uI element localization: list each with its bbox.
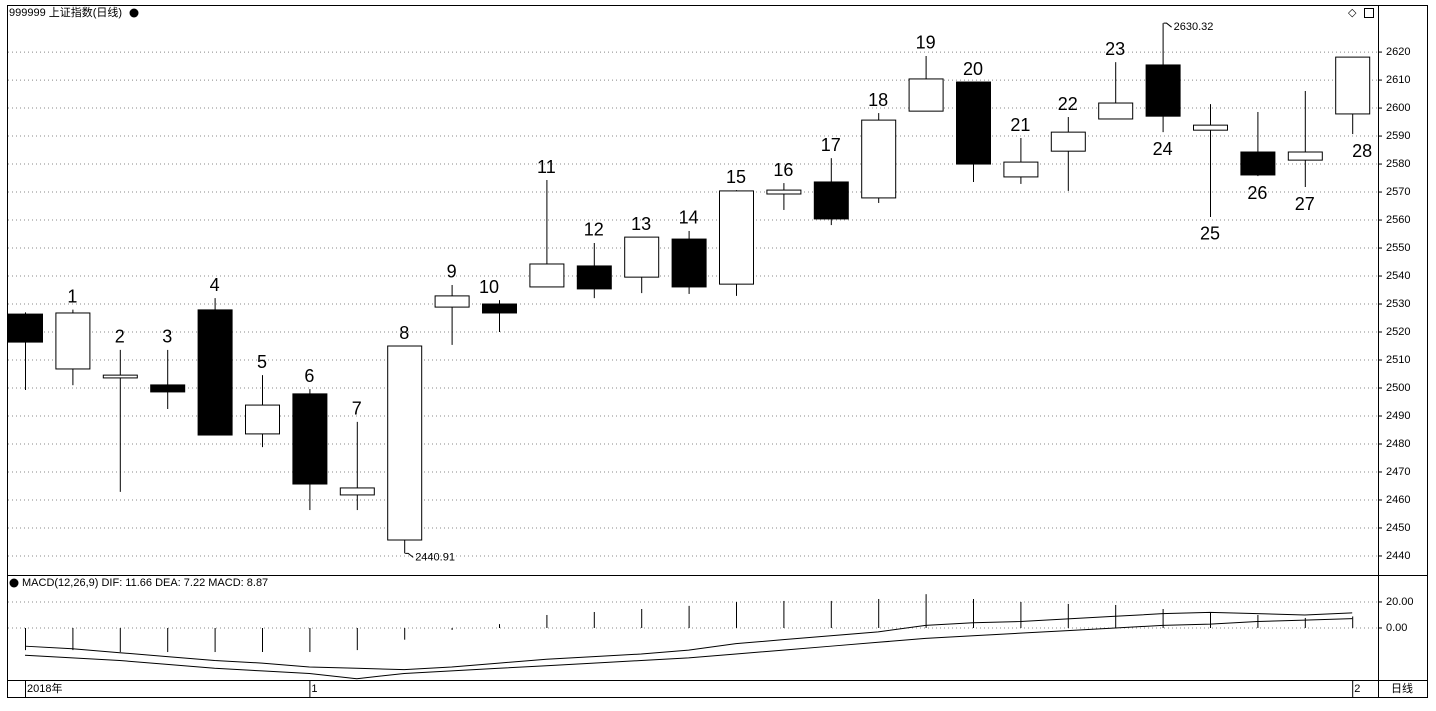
candle-body [1050, 131, 1086, 152]
y-tick-label: 2510 [1386, 354, 1410, 366]
candle-label: 13 [631, 214, 651, 234]
y-tick-label: 2580 [1386, 158, 1410, 170]
y-tick-label: 2520 [1386, 326, 1410, 338]
candle-label: 25 [1200, 224, 1220, 244]
y-tick-label: 2570 [1386, 186, 1410, 198]
y-tick-label: 20.00 [1386, 596, 1414, 608]
candle-body [55, 312, 91, 370]
y-tick-label: 2440 [1386, 550, 1410, 562]
y-tick-label: 2540 [1386, 270, 1410, 282]
candle-label: 26 [1247, 183, 1267, 203]
y-tick-label: 2610 [1386, 74, 1410, 86]
candle-label: 9 [447, 262, 457, 282]
panel-toggle[interactable] [1364, 8, 1374, 18]
macd-dea-line [24, 618, 1353, 680]
frame [7, 5, 1428, 698]
y-tick-label: 2450 [1386, 522, 1410, 534]
candle-label: 8 [399, 323, 409, 343]
candle-body [1193, 124, 1228, 131]
macd-title: MACD(12,26,9) DIF: 11.66 DEA: 7.22 MACD:… [22, 577, 268, 589]
candle-label: 14 [679, 208, 699, 228]
annotation: 2630.32 [1174, 21, 1214, 33]
period-label: 日线 [1391, 681, 1413, 695]
candle-body [529, 263, 565, 288]
chart-title: 999999 上证指数(日线) [9, 5, 122, 19]
y-tick-label: 2490 [1386, 410, 1410, 422]
candle-body [1145, 64, 1181, 117]
annotation: 2440.91 [415, 551, 455, 563]
candle-label: 5 [257, 352, 267, 372]
annotation-arrow [405, 552, 414, 558]
y-tick-label: 2560 [1386, 214, 1410, 226]
candle-body [719, 190, 754, 285]
y-tick-label: 2500 [1386, 382, 1410, 394]
y-tick-label: 2530 [1386, 298, 1410, 310]
x-tick-label: 1 [311, 683, 317, 695]
candle-label: 20 [963, 59, 983, 79]
candle-body [813, 181, 849, 220]
x-tick-label: 2018年 [27, 681, 62, 695]
y-tick-label: 2590 [1386, 130, 1410, 142]
candle-label: 24 [1153, 139, 1173, 159]
candle-label: 27 [1295, 194, 1315, 214]
candle-label: 16 [773, 160, 793, 180]
candle-body [8, 313, 43, 343]
candle-label: 18 [868, 90, 888, 110]
candle-body [387, 345, 423, 541]
candle-label: 4 [210, 275, 220, 295]
annotation-arrow [1163, 22, 1172, 28]
candle-label: 22 [1058, 94, 1078, 114]
x-tick-label: 2 [1354, 683, 1360, 695]
candle-body [1098, 102, 1134, 120]
candle-body [624, 236, 660, 278]
title-icon [129, 8, 139, 18]
y-tick-label: 0.00 [1386, 622, 1407, 634]
y-tick-label: 2470 [1386, 466, 1410, 478]
y-tick-label: 2600 [1386, 102, 1410, 114]
candle-label: 10 [479, 277, 499, 297]
candle-label: 1 [67, 286, 77, 306]
candle-body [197, 309, 233, 436]
candle-body [766, 189, 802, 195]
candle-label: 21 [1010, 115, 1030, 135]
candle-label: 23 [1105, 39, 1125, 59]
candle-body [1287, 151, 1323, 161]
candle-body [956, 81, 991, 165]
y-tick-label: 2480 [1386, 438, 1410, 450]
candle-label: 11 [537, 157, 556, 177]
macd-dif-line [24, 611, 1353, 671]
candle-body [1003, 161, 1039, 178]
candle-body [482, 303, 517, 314]
y-tick-label: 2620 [1386, 46, 1410, 58]
candle-label: 6 [304, 366, 314, 386]
candle-body [1335, 56, 1371, 115]
candle-label: 2 [115, 327, 125, 347]
candle-body [292, 393, 328, 485]
candle-body [671, 238, 707, 288]
candle-body [339, 487, 375, 496]
macd-icon [9, 578, 19, 588]
candle-label: 15 [726, 167, 746, 187]
diamond-icon[interactable]: ◇ [1348, 7, 1357, 19]
candle-body [576, 265, 612, 290]
candle-body [861, 119, 897, 199]
candle-label: 12 [584, 220, 604, 240]
y-tick-label: 2460 [1386, 494, 1410, 506]
y-tick-label: 2550 [1386, 242, 1410, 254]
candle-body [1240, 151, 1276, 176]
candle-body [150, 384, 186, 393]
candle-label: 17 [821, 135, 841, 155]
candle-label: 19 [916, 33, 936, 53]
candle-label: 3 [162, 327, 172, 347]
candle-body [434, 295, 470, 308]
candle-label: 28 [1352, 141, 1372, 161]
candle-label: 7 [352, 399, 362, 419]
candle-body [908, 78, 944, 112]
candle-body [245, 404, 280, 435]
candle-body [102, 374, 138, 379]
